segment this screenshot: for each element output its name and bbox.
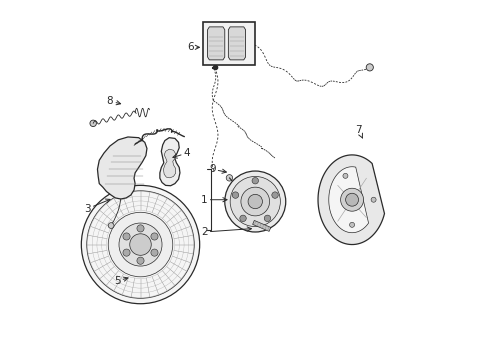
Polygon shape: [317, 155, 384, 244]
Circle shape: [370, 197, 375, 202]
Circle shape: [345, 193, 358, 206]
Polygon shape: [160, 138, 180, 186]
Circle shape: [247, 194, 262, 209]
Circle shape: [230, 176, 280, 226]
Circle shape: [129, 234, 151, 255]
Polygon shape: [228, 27, 245, 60]
Circle shape: [241, 187, 269, 216]
Text: 2: 2: [201, 227, 251, 237]
Circle shape: [271, 192, 278, 198]
Circle shape: [342, 173, 347, 178]
Text: 4: 4: [173, 148, 190, 158]
Bar: [203, 22, 255, 65]
Circle shape: [137, 225, 144, 232]
Circle shape: [251, 177, 258, 184]
Circle shape: [122, 249, 130, 256]
Circle shape: [122, 233, 130, 240]
Text: 1: 1: [201, 195, 226, 205]
Circle shape: [349, 222, 354, 227]
Text: 3: 3: [84, 199, 110, 214]
Circle shape: [108, 223, 114, 228]
Text: 8: 8: [106, 96, 121, 106]
Text: 7: 7: [354, 125, 362, 138]
Circle shape: [232, 192, 238, 198]
Circle shape: [224, 171, 285, 232]
Polygon shape: [207, 27, 224, 60]
Circle shape: [119, 223, 162, 266]
Polygon shape: [252, 220, 270, 231]
Polygon shape: [328, 167, 368, 233]
Text: 6: 6: [187, 42, 199, 52]
Polygon shape: [163, 149, 175, 178]
Circle shape: [239, 215, 246, 221]
Circle shape: [151, 249, 158, 256]
Circle shape: [264, 215, 270, 221]
Circle shape: [90, 120, 96, 127]
Circle shape: [366, 64, 373, 71]
Polygon shape: [97, 137, 147, 199]
Text: 5: 5: [114, 276, 127, 286]
Circle shape: [151, 233, 158, 240]
Circle shape: [108, 212, 172, 277]
Circle shape: [226, 175, 232, 181]
Text: 9: 9: [208, 164, 226, 174]
Circle shape: [340, 188, 363, 211]
Circle shape: [137, 257, 144, 264]
Circle shape: [81, 185, 199, 304]
